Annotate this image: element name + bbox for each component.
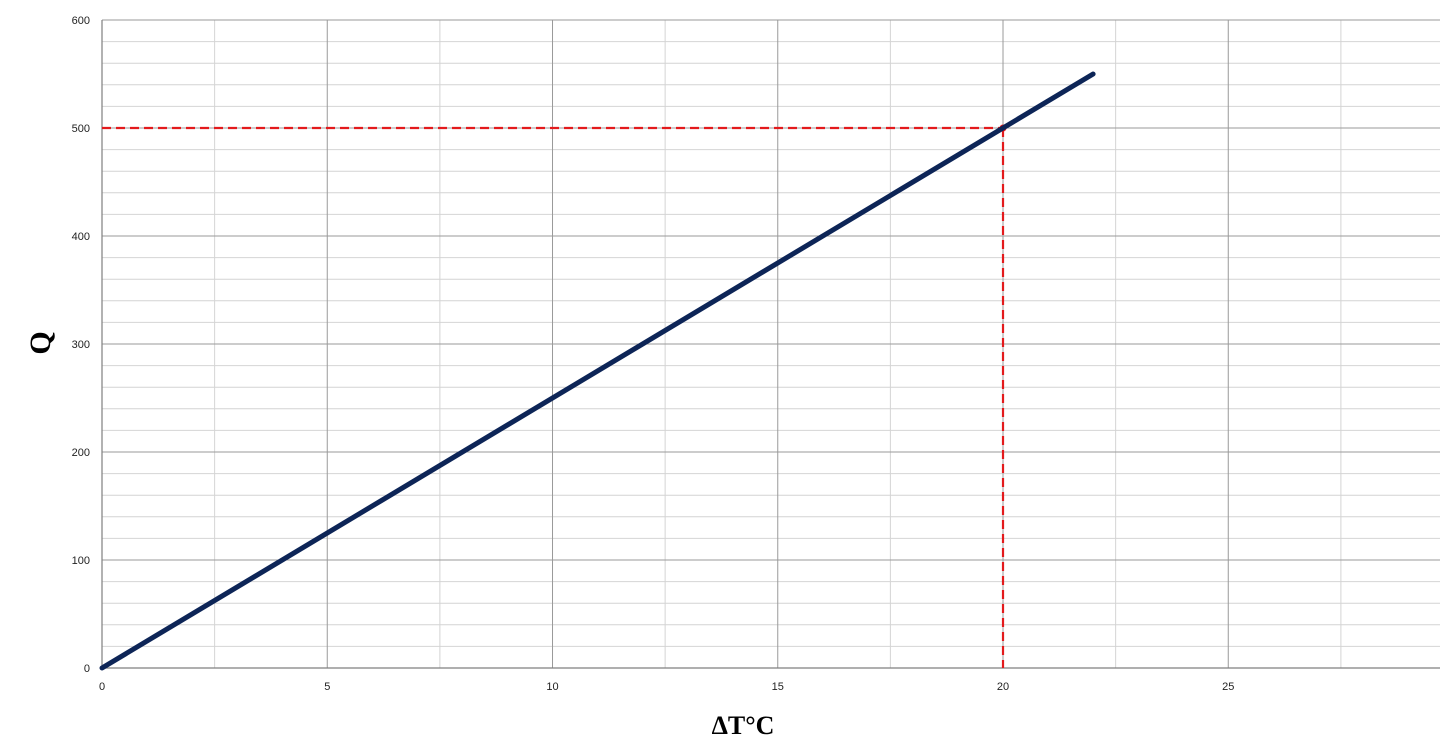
- x-tick-label: 25: [1222, 681, 1234, 693]
- y-tick-label: 600: [72, 15, 90, 27]
- x-tick-labels: 0 5 10 15 20 25: [99, 681, 1234, 693]
- series-line: [99, 71, 1096, 671]
- y-tick-label: 100: [72, 555, 90, 567]
- x-tick-label: 10: [546, 681, 558, 693]
- major-grid: [101, 19, 1440, 669]
- y-tick-label: 500: [72, 123, 90, 135]
- series-layer: [99, 71, 1096, 671]
- x-tick-label: 5: [324, 681, 330, 693]
- y-tick-label: 200: [72, 447, 90, 459]
- x-axis-title: ΔT°C: [712, 711, 775, 740]
- y-tick-label: 300: [72, 339, 90, 351]
- x-tick-label: 0: [99, 681, 105, 693]
- y-tick-label: 0: [84, 663, 90, 675]
- y-axis-title: Q: [24, 331, 57, 354]
- minor-grid: [102, 20, 1440, 668]
- x-tick-label: 15: [772, 681, 784, 693]
- y-tick-labels: 0 100 200 300 400 500 600: [72, 15, 90, 675]
- y-tick-label: 400: [72, 231, 90, 243]
- x-tick-label: 20: [997, 681, 1009, 693]
